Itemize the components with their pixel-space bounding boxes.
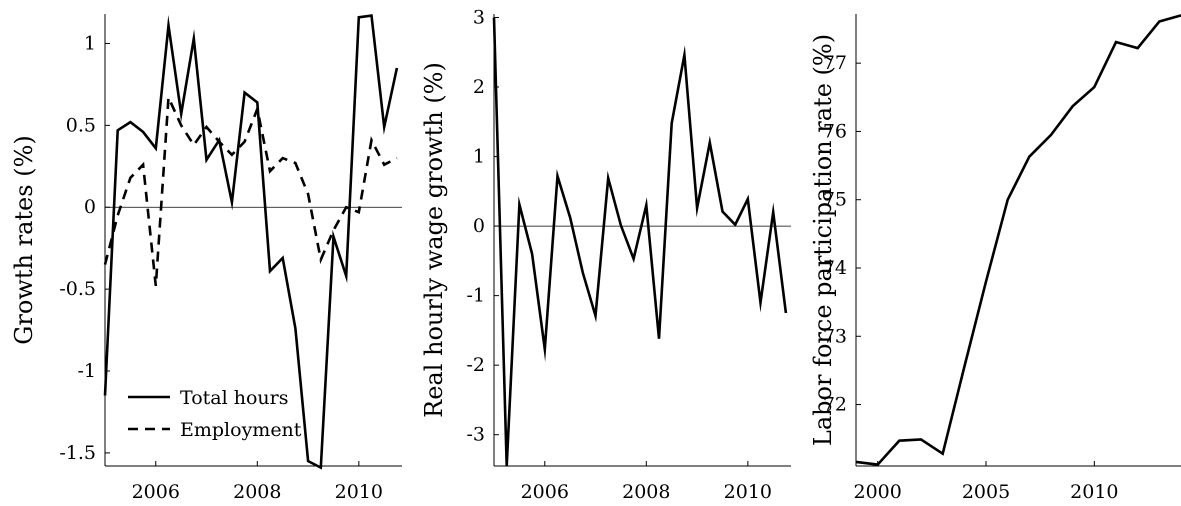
y-tick-label: 73 (823, 325, 847, 347)
y-tick-label: 72 (823, 394, 847, 416)
y-tick-label: 1 (473, 146, 485, 168)
y-tick-label: 76 (823, 120, 847, 142)
legend-label: Employment (180, 419, 302, 441)
y-tick-label: 0 (473, 215, 485, 237)
x-tick-label: 2006 (521, 481, 569, 503)
y-tick-label: 0 (84, 196, 96, 218)
x-tick-label: 2010 (724, 481, 772, 503)
x-tick-label: 2005 (962, 481, 1010, 503)
y-tick-label: 2 (473, 76, 485, 98)
x-tick-label: 2008 (233, 481, 281, 503)
y-tick-label: 74 (823, 257, 847, 279)
y-tick-label: 0.5 (66, 114, 96, 136)
y-tick-label: -3 (466, 424, 485, 446)
x-tick-label: 2000 (853, 481, 901, 503)
y-axis-label: Real hourly wage growth (%) (420, 62, 448, 418)
series-line (492, 17, 788, 467)
y-tick-label: -1 (77, 360, 96, 382)
legend-label: Total hours (180, 387, 288, 409)
series-line (855, 14, 1181, 466)
y-tick-label: -0.5 (59, 278, 96, 300)
y-tick-label: -1.5 (59, 442, 96, 464)
y-axis-label: Growth rates (%) (10, 135, 38, 344)
x-tick-label: 2010 (335, 481, 383, 503)
series-line-total-hours (103, 14, 399, 470)
series-line-employment (103, 92, 398, 287)
y-tick-label: 1 (84, 32, 96, 54)
x-tick-label: 2008 (622, 481, 670, 503)
y-tick-label: 77 (823, 52, 847, 74)
y-tick-label: 75 (823, 189, 847, 211)
panel-real-wage-growth: -3 -2 -1 0 1 2 3 2006 2008 2010 Real hourly wage g… (420, 6, 791, 503)
y-tick-label: -2 (466, 354, 485, 376)
panel-growth-rates: -1.5 -1 -0.5 0 0.5 1 2006 2008 2010 Growth rates … (10, 14, 402, 503)
y-axis-label: Labor force participation rate (%) (809, 34, 837, 446)
panel-participation-rate: 72 73 74 75 76 77 2000 2005 2010 Labor force part… (809, 14, 1181, 503)
y-tick-label: 3 (473, 6, 485, 28)
x-tick-label: 2010 (1070, 481, 1118, 503)
x-tick-label: 2006 (132, 481, 180, 503)
y-tick-label: -1 (466, 285, 485, 307)
